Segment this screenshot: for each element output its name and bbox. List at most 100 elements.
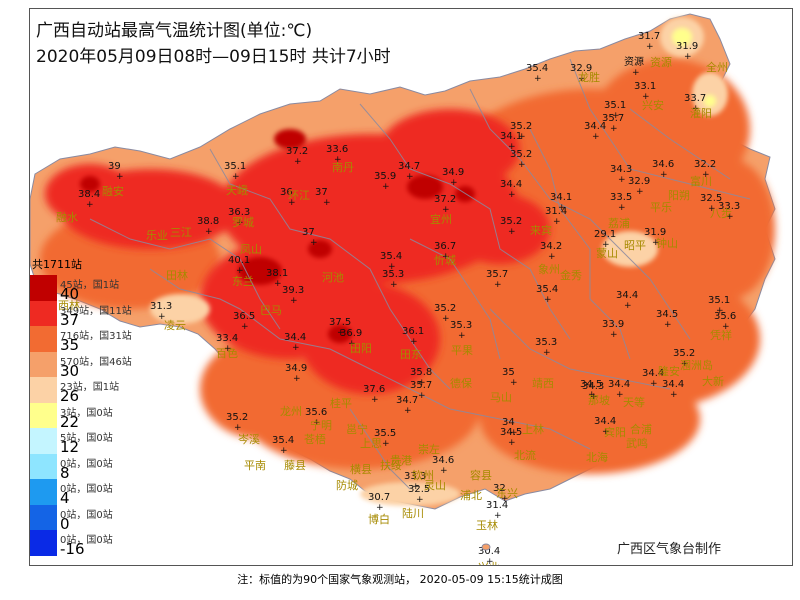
place-name: 融安 bbox=[102, 184, 124, 198]
station-value: 34.9 bbox=[442, 167, 464, 178]
place-name: 龙胜 bbox=[578, 70, 600, 84]
station-value: 34.4 bbox=[662, 379, 684, 390]
station-marker: + bbox=[670, 390, 678, 400]
footnote-text: 注：标值的为90个国家气象观测站， 2020-05-09 15:15统计成图 bbox=[0, 571, 800, 587]
station-value: 35.1 bbox=[604, 100, 626, 111]
place-name: 横县 bbox=[350, 462, 372, 476]
place-name: 平乐 bbox=[650, 201, 672, 214]
place-name: 宁明 bbox=[310, 418, 332, 432]
station-value: 31.7 bbox=[638, 31, 660, 42]
station-marker: + bbox=[534, 74, 542, 84]
station-value: 34.5 bbox=[656, 309, 678, 320]
place-name: 天峨 bbox=[226, 184, 248, 197]
station-value: 35.7 bbox=[410, 380, 432, 391]
map-subtitle: 2020年05月09日08时—09日15时 共计7小时 bbox=[36, 42, 391, 67]
place-name: 北流 bbox=[514, 448, 536, 462]
temperature-map: 31.7+ 31.9+资源+35.4+32.9+33.1+ 33.7+35.1+35… bbox=[30, 9, 792, 565]
station-marker: + bbox=[274, 279, 282, 289]
station-marker: + bbox=[518, 160, 526, 170]
station-value: 34.1 bbox=[500, 131, 522, 142]
legend-threshold: 0 bbox=[60, 515, 70, 533]
place-name: 防城 bbox=[336, 478, 358, 492]
station-marker: + bbox=[86, 200, 94, 210]
legend-swatch bbox=[30, 301, 57, 327]
legend-threshold: -16 bbox=[60, 540, 85, 558]
legend-threshold: 4 bbox=[60, 489, 70, 507]
legend-swatch bbox=[30, 352, 57, 378]
station-marker: + bbox=[418, 391, 426, 401]
place-name: 德保 bbox=[450, 376, 472, 390]
place-name: 环江 bbox=[288, 189, 310, 202]
station-value: 34.4 bbox=[584, 121, 606, 132]
station-marker: + bbox=[508, 227, 516, 237]
station-value: 39 bbox=[108, 161, 121, 172]
place-name: 蒙山 bbox=[596, 247, 618, 260]
station-value: 35.2 bbox=[434, 303, 456, 314]
place-name: 阳朔 bbox=[668, 189, 690, 202]
place-name: 东兰 bbox=[232, 275, 254, 288]
station-value: 35.6 bbox=[305, 407, 327, 418]
place-name: 容县 bbox=[470, 468, 492, 482]
legend-swatch bbox=[30, 275, 57, 301]
place-name: 田林 bbox=[166, 268, 188, 282]
station-value: 35.4 bbox=[526, 63, 548, 74]
station-value: 38.4 bbox=[78, 189, 100, 200]
map-title: 广西自动站最高气温统计图(单位:℃) bbox=[36, 16, 312, 41]
station-value: 40.1 bbox=[228, 255, 250, 266]
legend-threshold: 40 bbox=[60, 285, 79, 303]
station-marker: + bbox=[543, 348, 551, 358]
station-value: 37.2 bbox=[434, 194, 456, 205]
station-value: 31.4 bbox=[545, 206, 567, 217]
station-value: 34.3 bbox=[610, 164, 632, 175]
station-marker: + bbox=[544, 295, 552, 305]
place-name: 来宾 bbox=[530, 223, 552, 237]
place-name: 金秀 bbox=[560, 268, 582, 282]
station-value: 30.7 bbox=[368, 492, 390, 503]
place-name: 浦北 bbox=[460, 489, 482, 502]
station-value: 33.1 bbox=[634, 81, 656, 92]
place-name: 陆川 bbox=[402, 506, 424, 520]
place-name: 钦州 bbox=[412, 469, 434, 482]
station-value: 34.7 bbox=[396, 395, 418, 406]
place-name: 融水 bbox=[56, 211, 78, 224]
legend-threshold: 22 bbox=[60, 413, 79, 431]
station-value: 37.5 bbox=[329, 317, 351, 328]
place-name: 田东 bbox=[400, 348, 422, 361]
legend-threshold: 35 bbox=[60, 336, 79, 354]
station-marker: + bbox=[310, 238, 318, 248]
station-marker: + bbox=[450, 178, 458, 188]
station-value: 36.7 bbox=[434, 241, 456, 252]
station-value: 34.4 bbox=[500, 179, 522, 190]
station-marker: + bbox=[618, 203, 626, 213]
station-value: 38.8 bbox=[197, 216, 219, 227]
place-name: 八步 bbox=[710, 207, 732, 220]
station-marker: + bbox=[440, 466, 448, 476]
legend-threshold: 8 bbox=[60, 464, 70, 482]
station-marker: + bbox=[624, 301, 632, 311]
station-marker: + bbox=[290, 296, 298, 306]
station-marker: + bbox=[205, 227, 213, 237]
place-name: 田阳 bbox=[350, 342, 372, 355]
station-marker: + bbox=[494, 280, 502, 290]
place-name: 苍梧 bbox=[304, 432, 326, 446]
weizhou-island bbox=[482, 544, 490, 550]
station-marker: + bbox=[618, 175, 626, 185]
station-marker: + bbox=[660, 170, 668, 180]
station-value: 35.4 bbox=[272, 435, 294, 446]
place-name: 平果 bbox=[451, 344, 473, 357]
place-name: 天等 bbox=[623, 395, 645, 409]
legend-threshold: 12 bbox=[60, 438, 79, 456]
station-value: 34.2 bbox=[540, 241, 562, 252]
station-value: 34.3 bbox=[582, 381, 604, 392]
station-value: 35.7 bbox=[486, 269, 508, 280]
station-value: 35.8 bbox=[410, 367, 432, 378]
station-value: 34.4 bbox=[608, 379, 630, 390]
station-marker: + bbox=[632, 68, 640, 78]
station-value: 31.3 bbox=[150, 301, 172, 312]
place-name: 隆安 bbox=[658, 364, 680, 378]
station-marker: + bbox=[553, 217, 561, 227]
station-marker: + bbox=[382, 439, 390, 449]
station-value: 33.4 bbox=[216, 333, 238, 344]
place-name: 钟山 bbox=[656, 236, 678, 250]
place-name: 富川 bbox=[690, 174, 712, 188]
